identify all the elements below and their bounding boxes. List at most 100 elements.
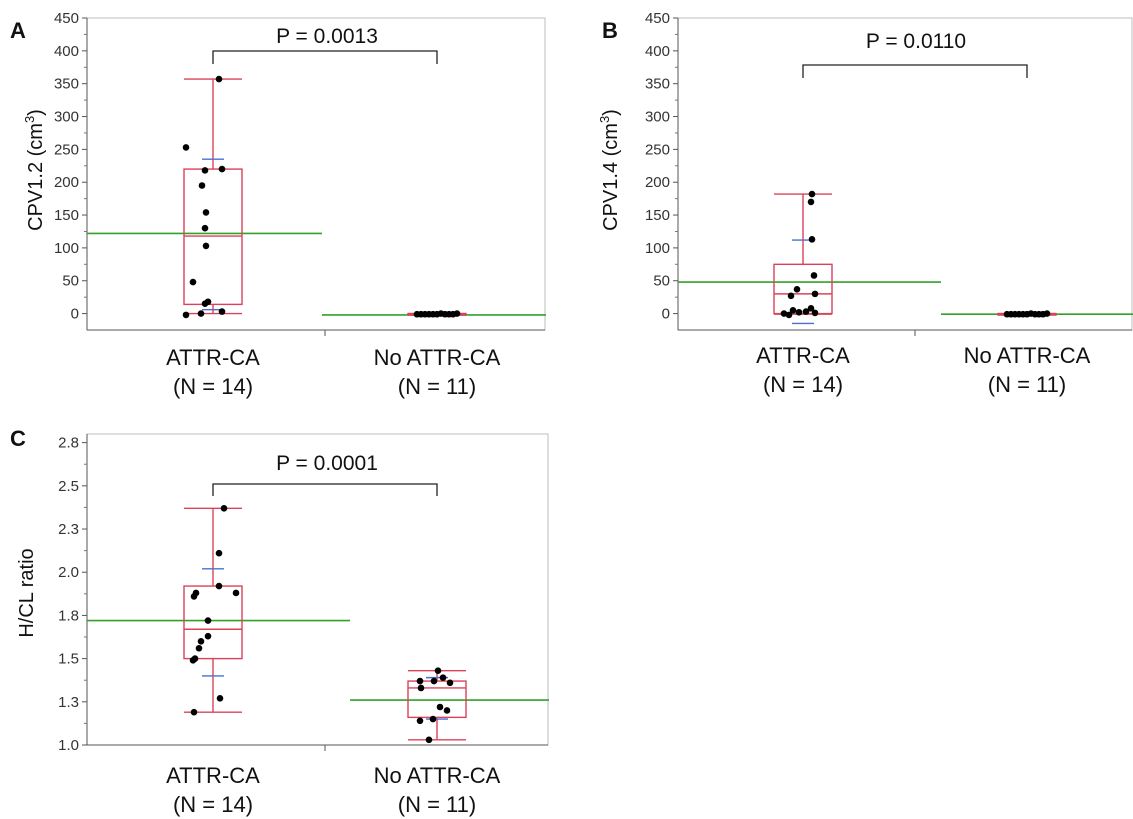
data-point-attr-b (808, 236, 816, 243)
panel-b: B CPV1.4 (cm3) P = 0.0110 ATTR-CA (N = 1… (597, 10, 1133, 397)
panel-letter-b: B (602, 18, 618, 43)
data-point-no-attr-b (1003, 310, 1011, 318)
data-point-attr-b (789, 306, 797, 314)
data-point-attr-c (232, 589, 240, 597)
category-n-no-attr-b: (N = 11) (988, 372, 1066, 397)
data-point-attr-c (216, 695, 224, 702)
y-axis-title-c: H/CL ratio (16, 548, 38, 637)
data-point-attr-b (807, 198, 815, 206)
y-tick-label-c: 2.0 (58, 564, 79, 581)
panel-letter-a: A (10, 18, 26, 43)
category-label-attr-a: ATTR-CA (166, 345, 260, 370)
significance-bracket-c (212, 483, 438, 496)
panel-c: C H/CL ratio P = 0.0001 ATTR-CA (N = 14)… (10, 426, 549, 817)
y-axis-title-b: CPV1.4 (cm3) (597, 109, 622, 231)
y-tick-label-c: 2.3 (58, 521, 79, 538)
significance-bracket-a (212, 50, 438, 64)
data-point-attr-c (204, 617, 212, 624)
data-point-attr-b (793, 285, 801, 293)
data-point-attr-b (808, 190, 816, 198)
y-tick-label-b: 200 (645, 174, 670, 191)
y-tick-label-b: 100 (645, 240, 670, 257)
y-tick-label-b: 350 (645, 76, 670, 93)
category-label-attr-b: ATTR-CA (756, 343, 850, 368)
box-attr-b (773, 263, 833, 315)
data-point-attr-a (201, 224, 209, 232)
data-point-no-attr-b (1043, 310, 1051, 317)
data-point-attr-b (811, 309, 819, 317)
y-tick-label-c: 1.5 (58, 651, 79, 668)
data-point-attr-a (189, 278, 197, 286)
category-label-no-attr-b: No ATTR-CA (964, 343, 1091, 368)
data-point-attr-b (787, 292, 795, 300)
data-point-attr-b (780, 310, 788, 317)
y-tick-label-a: 450 (54, 10, 79, 27)
data-point-no-attr-c (439, 674, 447, 681)
data-point-attr-c (204, 632, 212, 640)
data-point-attr-b (810, 272, 818, 279)
y-tick-label-a: 400 (54, 43, 79, 60)
data-point-attr-c (215, 549, 223, 557)
y-tick-label-a: 100 (54, 240, 79, 257)
y-tick-label-b: 400 (645, 43, 670, 60)
data-point-attr-b (785, 311, 793, 319)
data-point-attr-a (202, 209, 210, 216)
data-point-attr-c (215, 582, 223, 590)
data-point-attr-c (220, 504, 228, 512)
panel-letter-c: C (10, 426, 26, 451)
data-point-attr-c (191, 655, 199, 662)
data-point-no-attr-c (417, 684, 425, 692)
p-value-label-b: P = 0.0110 (866, 30, 966, 53)
data-point-no-attr-c (429, 715, 437, 723)
y-tick-label-b: 250 (645, 141, 670, 158)
y-tick-label-c: 1.0 (58, 737, 79, 754)
data-point-attr-b (802, 308, 810, 315)
y-tick-label-c: 2.5 (58, 478, 79, 495)
data-point-no-attr-a (413, 310, 421, 318)
category-label-no-attr-c: No ATTR-CA (374, 763, 501, 788)
data-point-attr-c (195, 644, 203, 652)
data-point-attr-a (215, 75, 223, 83)
data-point-attr-a (201, 167, 209, 174)
data-point-attr-c (190, 708, 198, 716)
data-point-attr-c (192, 589, 200, 597)
y-tick-label-a: 0 (71, 306, 79, 323)
data-point-no-attr-c (425, 736, 433, 744)
data-point-no-attr-c (443, 707, 451, 714)
data-point-no-attr-c (416, 677, 424, 685)
y-tick-label-a: 50 (62, 273, 79, 290)
data-point-attr-b (795, 308, 803, 316)
panel-a: A CPV1.2 (cm3) P = 0.0013 ATTR-CA (N = 1… (10, 10, 546, 399)
box-attr-c (183, 585, 243, 660)
data-point-attr-a (197, 310, 205, 317)
category-n-no-attr-a: (N = 11) (398, 374, 476, 399)
y-tick-label-b: 50 (653, 273, 670, 290)
y-tick-label-a: 150 (54, 207, 79, 224)
category-label-attr-c: ATTR-CA (166, 763, 260, 788)
plot-frame-a (86, 17, 546, 331)
y-tick-label-a: 300 (54, 109, 79, 126)
significance-bracket-b (802, 64, 1028, 78)
box-no-attr-c (407, 680, 467, 719)
data-point-attr-b (807, 305, 815, 312)
category-n-attr-c: (N = 14) (173, 792, 253, 817)
y-axis-title-a: CPV1.2 (cm3) (22, 109, 47, 231)
data-point-no-attr-c (436, 703, 444, 711)
data-point-attr-c (197, 638, 205, 645)
data-point-no-attr-c (416, 717, 424, 725)
data-point-no-attr-c (430, 677, 438, 685)
data-point-no-attr-a (453, 310, 461, 317)
data-point-attr-a (218, 165, 226, 173)
data-point-no-attr-c (434, 667, 442, 675)
y-tick-label-b: 0 (662, 306, 670, 323)
p-value-label-c: P = 0.0001 (276, 452, 378, 475)
category-label-no-attr-a: No ATTR-CA (374, 345, 501, 370)
data-point-attr-a (218, 308, 226, 315)
data-point-no-attr-c (446, 679, 454, 687)
data-point-attr-a (182, 311, 190, 319)
category-n-no-attr-c: (N = 11) (398, 792, 476, 817)
data-point-attr-a (198, 182, 206, 189)
category-n-attr-b: (N = 14) (763, 372, 843, 397)
data-point-attr-b (811, 290, 819, 298)
